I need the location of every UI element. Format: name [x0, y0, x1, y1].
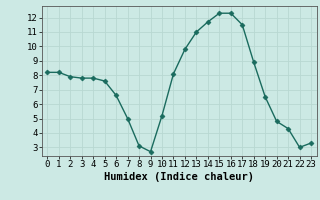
- X-axis label: Humidex (Indice chaleur): Humidex (Indice chaleur): [104, 172, 254, 182]
